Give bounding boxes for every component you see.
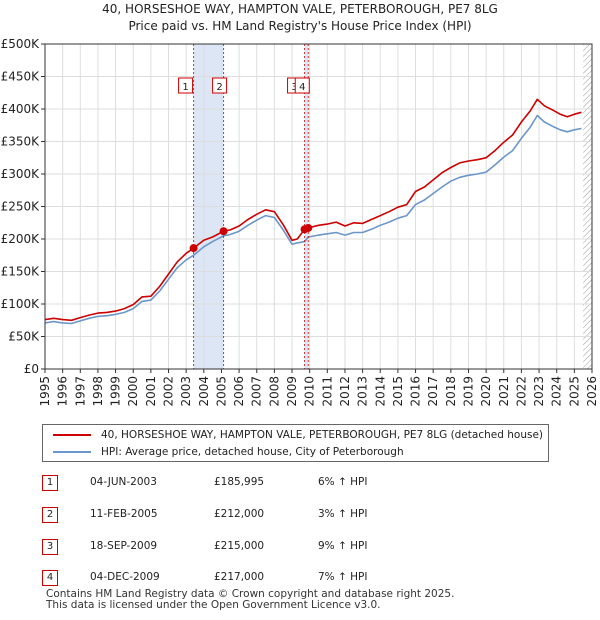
x-tick-label: 2010	[303, 376, 317, 407]
sale-date: 11-FEB-2005	[90, 508, 158, 520]
sale-date: 18-SEP-2009	[90, 540, 158, 552]
sale-row: 3 18-SEP-2009 £215,000 9% ↑ HPI	[42, 537, 562, 557]
x-tick-label: 2016	[409, 376, 423, 407]
x-tick-label: 2018	[444, 376, 458, 407]
x-tick-label: 2003	[179, 376, 193, 407]
x-tick-label: 2004	[197, 376, 211, 407]
footer-licence: This data is licensed under the Open Gov…	[46, 599, 381, 611]
x-tick-label: 2023	[532, 376, 546, 407]
y-tick-label: £400K	[1, 102, 41, 116]
legend-label-hpi: HPI: Average price, detached house, City…	[101, 446, 404, 458]
sale-number-badge: 3	[42, 539, 58, 555]
sale-point	[189, 244, 198, 253]
hpi-line	[44, 114, 582, 325]
x-tick-label: 2013	[356, 376, 370, 407]
sale-date: 04-DEC-2009	[90, 571, 160, 583]
x-tick-label: 2008	[267, 376, 281, 407]
y-tick-label: £350K	[1, 135, 41, 149]
sale-row: 2 11-FEB-2005 £212,000 3% ↑ HPI	[42, 505, 562, 525]
sale-marker-label: 2	[216, 82, 222, 93]
x-tick-label: 2022	[514, 376, 528, 407]
sale-marker-label: 4	[299, 82, 305, 93]
sale-price: £217,000	[214, 571, 265, 583]
sale-marker-label: 3	[291, 82, 297, 93]
sale-marker-box	[294, 77, 310, 94]
x-tick-label: 2000	[126, 376, 140, 407]
sale-row: 4 04-DEC-2009 £217,000 7% ↑ HPI	[42, 568, 562, 588]
sale-hpi-diff: 7% ↑ HPI	[318, 571, 368, 583]
sale-row: 1 04-JUN-2003 £185,995 6% ↑ HPI	[42, 473, 562, 493]
sale-point	[304, 223, 313, 232]
property-price-line	[44, 98, 582, 322]
y-tick-label: £0	[24, 362, 39, 376]
y-tick-label: £50K	[8, 330, 40, 344]
x-tick-label: 2014	[373, 376, 387, 407]
x-tick-label: 2002	[162, 376, 176, 407]
x-tick-label: 2006	[232, 376, 246, 407]
x-tick-label: 1995	[38, 376, 52, 407]
x-tick-label: 1998	[91, 376, 105, 407]
x-tick-label: 2015	[391, 376, 405, 407]
x-tick-label: 2011	[320, 376, 334, 407]
x-tick-label: 2020	[479, 376, 493, 407]
x-tick-label: 2012	[338, 376, 352, 407]
legend-item-hpi: HPI: Average price, detached house, City…	[53, 444, 404, 460]
x-tick-label: 2019	[461, 376, 475, 407]
footer-copyright: Contains HM Land Registry data © Crown c…	[46, 588, 455, 600]
x-tick-label: 2007	[250, 376, 264, 407]
sale-hpi-diff: 6% ↑ HPI	[318, 476, 368, 488]
sale-number-badge: 4	[42, 570, 58, 586]
y-tick-label: £200K	[1, 232, 41, 246]
sale-marker-box	[212, 77, 228, 94]
y-tick-label: £450K	[1, 70, 41, 84]
x-tick-label: 2001	[144, 376, 158, 407]
chart-title: 40, HORSESHOE WAY, HAMPTON VALE, PETERBO…	[102, 2, 498, 16]
sale-date: 04-JUN-2003	[90, 476, 157, 488]
x-tick-label: 2025	[567, 376, 581, 407]
x-tick-label: 2017	[426, 376, 440, 407]
x-tick-label: 2024	[550, 376, 564, 407]
y-tick-label: £100K	[1, 297, 41, 311]
y-tick-label: £300K	[1, 167, 41, 181]
legend-label-property: 40, HORSESHOE WAY, HAMPTON VALE, PETERBO…	[101, 429, 544, 441]
sale-marker-label: 1	[182, 82, 188, 93]
sale-price: £212,000	[214, 508, 265, 520]
x-tick-label: 2005	[214, 376, 228, 407]
sale-number-badge: 1	[42, 475, 58, 491]
y-tick-label: £250K	[1, 200, 41, 214]
legend-line-hpi	[53, 451, 91, 453]
sale-point	[219, 227, 228, 236]
x-tick-label: 2021	[497, 376, 511, 407]
sale-marker-box	[178, 77, 194, 94]
x-tick-label: 2009	[285, 376, 299, 407]
y-tick-label: £150K	[1, 265, 41, 279]
plot-frame	[44, 43, 593, 370]
chart-legend: 40, HORSESHOE WAY, HAMPTON VALE, PETERBO…	[42, 424, 549, 462]
sale-number-badge: 2	[42, 507, 58, 523]
footer: Contains HM Land Registry data © Crown c…	[46, 589, 454, 611]
x-tick-label: 2026	[585, 376, 599, 407]
sale-hpi-diff: 9% ↑ HPI	[318, 540, 368, 552]
sale-hpi-diff: 3% ↑ HPI	[318, 508, 368, 520]
y-tick-label: £500K	[1, 37, 41, 51]
chart-subtitle: Price paid vs. HM Land Registry's House …	[128, 19, 472, 33]
sale-price: £215,000	[214, 540, 265, 552]
legend-line-property	[53, 434, 91, 436]
x-tick-label: 1999	[109, 376, 123, 407]
legend-item-property: 40, HORSESHOE WAY, HAMPTON VALE, PETERBO…	[53, 427, 543, 443]
x-tick-label: 1997	[73, 376, 87, 407]
x-tick-label: 1996	[56, 376, 70, 407]
sale-price: £185,995	[214, 476, 265, 488]
